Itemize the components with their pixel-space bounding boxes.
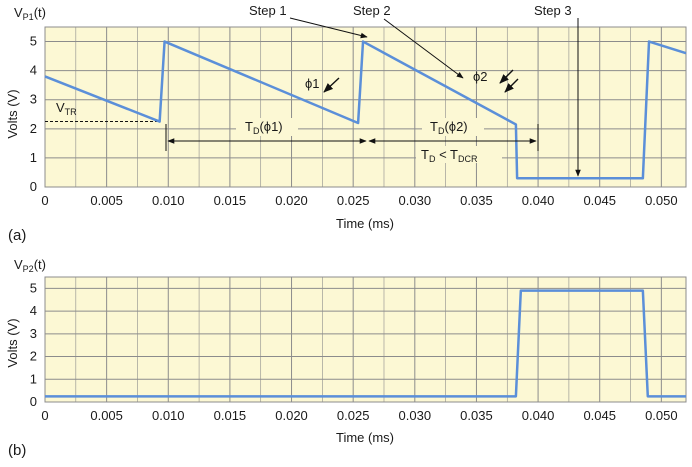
plot-area-a: [44, 26, 687, 188]
title-main-a: V: [14, 5, 23, 20]
x-tick-label: 0.025: [337, 193, 370, 208]
x-tick-label: 0.025: [337, 408, 370, 423]
grid-a: [44, 27, 686, 188]
vtr-sub: TR: [65, 107, 77, 117]
step3-label: Step 3: [534, 3, 572, 18]
y-tick-label: 3: [30, 92, 37, 107]
td1-tail: (ϕ1): [259, 119, 282, 134]
x-tick-label: 0.045: [583, 408, 616, 423]
td2-tail: (ϕ2): [444, 119, 467, 134]
y-tick-label: 1: [30, 371, 37, 386]
x-tick-label: 0.015: [214, 193, 247, 208]
td1-sub: D: [253, 126, 260, 136]
x-tick-label: 0.030: [399, 193, 432, 208]
y-tick-label: 4: [30, 63, 37, 78]
x-tick-label: 0.020: [275, 193, 308, 208]
step2-arrow: [383, 18, 464, 79]
y-tick-label: 4: [30, 303, 37, 318]
chart-title-b: VP2(t): [14, 257, 46, 274]
x-tick-label: 0.050: [645, 193, 678, 208]
tdcr-main1: T: [421, 147, 429, 162]
y-tick-labels-b: 0 1 2 3 4 5: [30, 280, 37, 409]
y-axis-label-b: Volts (V): [5, 318, 20, 367]
x-tick-label: 0.030: [399, 408, 432, 423]
x-tick-label: 0.040: [522, 408, 555, 423]
td2-label: TD(ϕ2): [430, 119, 468, 136]
panel-label-b: (b): [8, 442, 26, 459]
td2-sub: D: [438, 126, 445, 136]
phi1-arrow: [323, 77, 340, 93]
x-tick-labels-b: 0 0.005 0.010 0.015 0.020 0.025 0.030 0.035 0.04…: [41, 408, 677, 423]
x-tick-label: 0.035: [460, 193, 493, 208]
td2-main: T: [430, 119, 438, 134]
title-tail-b: (t): [34, 257, 46, 272]
tdcr-label-bg: [416, 146, 502, 163]
step2-label: Step 2: [353, 3, 391, 18]
y-tick-label: 0: [30, 394, 37, 409]
td1-label-bg: [236, 118, 298, 136]
phi2-arrow-2: [504, 78, 519, 93]
x-tick-label: 0.035: [460, 408, 493, 423]
y-tick-label: 2: [30, 349, 37, 364]
x-tick-label: 0.005: [90, 193, 123, 208]
tdcr-mid: < T: [435, 147, 458, 162]
y-tick-label: 1: [30, 150, 37, 165]
td2-label-bg: [422, 118, 484, 136]
x-tick-label: 0.045: [583, 193, 616, 208]
x-tick-label: 0.015: [214, 408, 247, 423]
phi2-arrow-1: [499, 69, 514, 84]
x-tick-label: 0: [41, 408, 48, 423]
phi1-label: ϕ1: [305, 76, 320, 91]
series-line-b: [45, 289, 686, 398]
td1-label: TD(ϕ1): [245, 119, 283, 136]
title-tail-a: (t): [34, 5, 46, 20]
tdcr-sub2: DCR: [458, 154, 478, 164]
td1-main: T: [245, 119, 253, 134]
x-tick-labels-a: 0 0.005 0.010 0.015 0.020 0.025 0.030 0.035 0.04…: [41, 193, 677, 208]
y-tick-label: 5: [30, 34, 37, 49]
tdcr-sub1: D: [429, 154, 436, 164]
panel-label-a: (a): [8, 227, 26, 244]
phi2-label: ϕ2: [473, 69, 488, 84]
step1-arrow: [289, 17, 368, 39]
x-axis-label-b: Time (ms): [336, 430, 394, 445]
y-tick-label: 5: [30, 280, 37, 295]
y-tick-label: 0: [30, 179, 37, 194]
vtr-main: V: [56, 100, 65, 115]
grid-b: [44, 277, 686, 403]
x-tick-label: 0.010: [152, 193, 185, 208]
title-main-b: V: [14, 257, 23, 272]
x-tick-label: 0.005: [90, 408, 123, 423]
y-tick-label: 2: [30, 121, 37, 136]
x-axis-label-a: Time (ms): [336, 216, 394, 231]
x-tick-label: 0.040: [522, 193, 555, 208]
title-sub-b: P2: [23, 264, 34, 274]
y-axis-label-a: Volts (V): [5, 89, 20, 138]
tdcr-label: TD < TDCR: [421, 147, 478, 164]
title-sub-a: P1: [23, 12, 34, 22]
vtr-label: VTR: [56, 100, 77, 117]
x-tick-label: 0.010: [152, 408, 185, 423]
chart-panel-b: 0 0.005 0.010 0.015 0.020 0.025 0.030 0.035 0.04…: [5, 257, 687, 459]
plot-area-b: [44, 276, 687, 403]
x-tick-label: 0.020: [275, 408, 308, 423]
y-tick-label: 3: [30, 326, 37, 341]
series-line-a: [44, 40, 687, 180]
x-tick-label: 0: [41, 193, 48, 208]
x-tick-label: 0.050: [645, 408, 678, 423]
step1-label: Step 1: [249, 3, 287, 18]
y-tick-labels-a: 0 1 2 3 4 5: [30, 34, 37, 194]
chart-title-a: VP1(t): [14, 5, 46, 22]
chart-panel-a: 0 0.005 0.010 0.015 0.020 0.025 0.030 0.035 0.04…: [5, 3, 687, 244]
